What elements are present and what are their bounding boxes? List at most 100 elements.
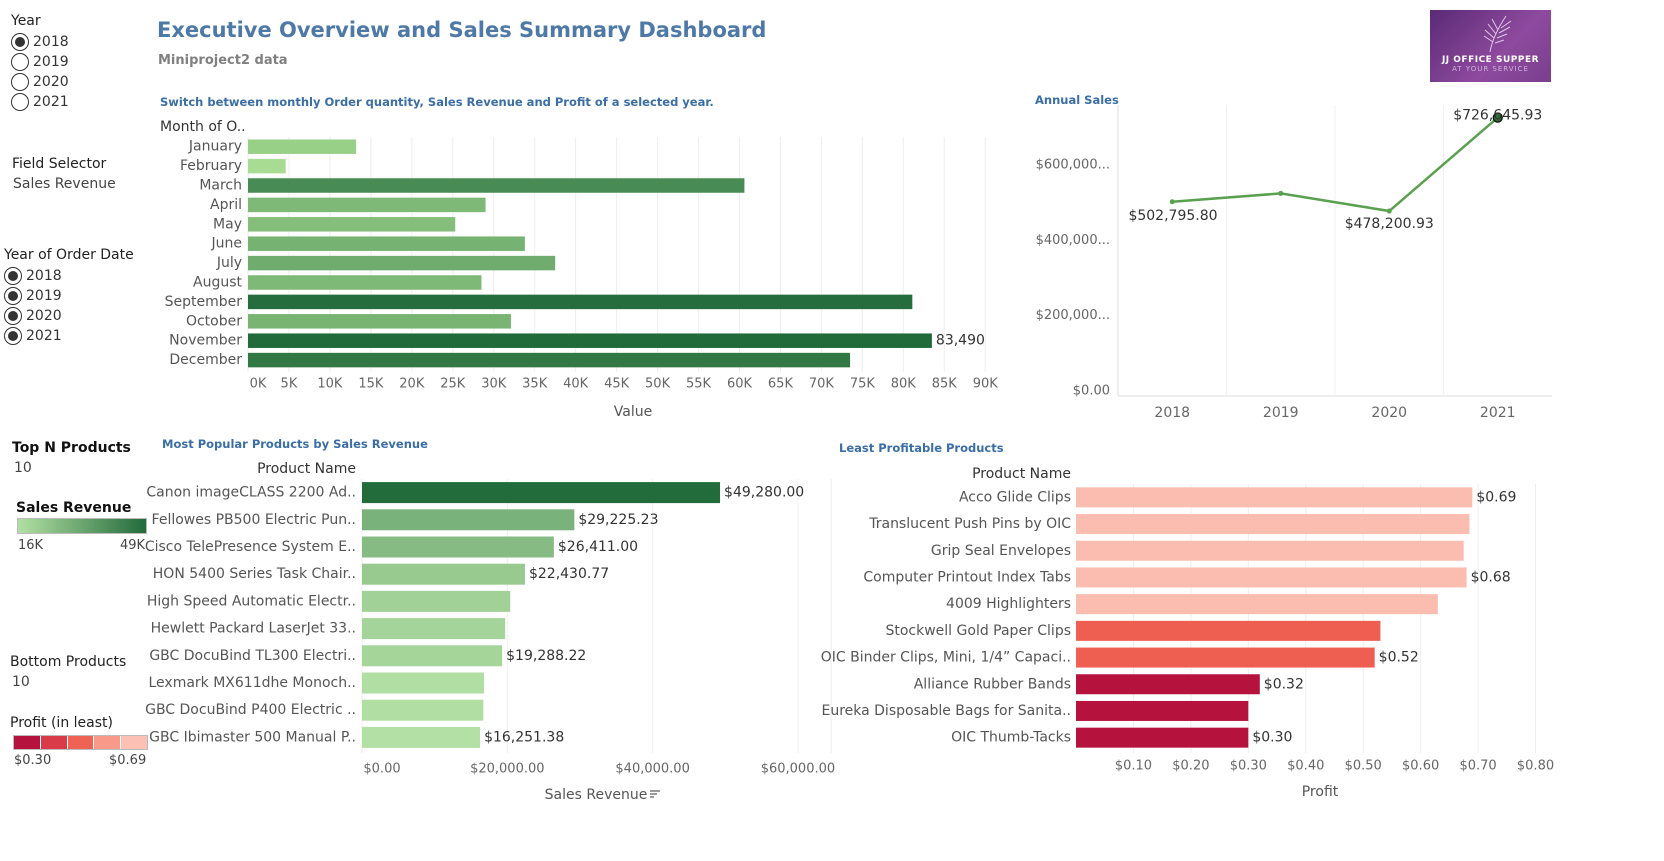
product-name-label: Eureka Disposable Bags for Sanita..: [821, 703, 1071, 719]
x-tick-label: 90K: [973, 376, 999, 391]
bar-data-label: $19,288.22: [506, 648, 586, 664]
x-tick-label: $0.80: [1517, 759, 1554, 774]
data-point[interactable]: [1278, 190, 1284, 196]
month-label: April: [210, 197, 242, 213]
bar-data-label: $0.69: [1476, 489, 1516, 505]
y-tick-label: $200,000...: [1036, 308, 1110, 323]
annual-sales-line: [1172, 116, 1499, 213]
top-n-title: Top N Products: [12, 440, 131, 456]
top-n-value[interactable]: 10: [14, 460, 32, 476]
year-radio-2021[interactable]: 2021: [11, 92, 69, 112]
month-bar[interactable]: [248, 255, 556, 271]
popular-chart-title: Most Popular Products by Sales Revenue: [162, 437, 428, 451]
product-revenue-bar[interactable]: [362, 726, 481, 748]
radio-selected-icon: [4, 287, 22, 305]
x-tick-label: 75K: [850, 376, 876, 391]
profit-swatch: [40, 736, 68, 749]
x-tick-label: 20K: [399, 376, 425, 391]
product-revenue-bar[interactable]: [362, 618, 506, 640]
x-tick-label: 2020: [1371, 405, 1407, 421]
product-profit-bar[interactable]: [1076, 594, 1438, 615]
month-label: June: [211, 236, 243, 252]
radio-label: 2021: [26, 328, 62, 344]
field-selector-title: Field Selector: [12, 156, 107, 172]
month-label: December: [169, 352, 242, 368]
bar-data-label: $49,280.00: [724, 485, 804, 501]
product-revenue-bar[interactable]: [362, 590, 511, 612]
product-revenue-bar[interactable]: [362, 482, 721, 504]
x-tick-label: 80K: [891, 376, 917, 391]
data-point[interactable]: [1386, 208, 1392, 214]
product-revenue-bar[interactable]: [362, 563, 525, 585]
y-tick-label: $400,000...: [1036, 233, 1110, 248]
month-bar[interactable]: [248, 158, 286, 174]
profit-swatch: [14, 736, 41, 749]
product-profit-bar[interactable]: [1076, 674, 1260, 695]
point-data-label: $478,200.93: [1345, 216, 1434, 232]
x-tick-label: $0.00: [363, 762, 400, 777]
product-revenue-bar[interactable]: [362, 536, 554, 558]
month-bar[interactable]: [248, 197, 486, 213]
product-name-label: Translucent Push Pins by OIC: [868, 516, 1071, 532]
product-revenue-bar[interactable]: [362, 672, 485, 694]
dashboard-subtitle: Miniproject2 data: [158, 53, 288, 68]
product-name-label: Acco Glide Clips: [959, 489, 1071, 505]
product-profit-bar[interactable]: [1076, 727, 1249, 748]
bottom-products-value[interactable]: 10: [12, 674, 30, 690]
order-year-2018[interactable]: 2018: [4, 266, 62, 286]
month-bar[interactable]: [248, 333, 932, 348]
data-point[interactable]: [1169, 199, 1175, 205]
x-tick-label: 30K: [481, 376, 507, 391]
data-point[interactable]: [1492, 112, 1503, 123]
x-tick-label: $60,000.00: [761, 762, 835, 777]
product-profit-bar[interactable]: [1076, 700, 1249, 721]
product-profit-bar[interactable]: [1076, 567, 1467, 588]
month-bar[interactable]: [248, 294, 913, 310]
order-year-2020[interactable]: 2020: [4, 306, 62, 326]
x-tick-label: 50K: [645, 376, 671, 391]
month-bar[interactable]: [248, 314, 511, 329]
product-profit-bar[interactable]: [1076, 487, 1473, 508]
x-tick-label: 0K: [250, 376, 267, 391]
product-profit-bar[interactable]: [1076, 620, 1381, 641]
radio-label: 2019: [26, 288, 62, 304]
product-name-label: GBC DocuBind TL300 Electri..: [149, 648, 356, 664]
order-year-2019[interactable]: 2019: [4, 286, 62, 306]
bar-data-label: $0.52: [1379, 650, 1419, 666]
radio-empty-icon: [11, 93, 29, 111]
year-radio-group: 2018 2019 2020 2021: [11, 32, 69, 112]
month-bar[interactable]: [248, 236, 525, 251]
x-tick-label: 2018: [1154, 405, 1190, 421]
sort-icon[interactable]: [650, 790, 660, 798]
sales-legend-max: 49K: [120, 538, 146, 553]
product-profit-bar[interactable]: [1076, 514, 1470, 535]
radio-label: 2020: [26, 308, 62, 324]
product-revenue-bar[interactable]: [362, 645, 503, 667]
bar-data-label: $16,251.38: [484, 729, 564, 745]
x-axis-title: Value: [614, 404, 652, 420]
product-revenue-bar[interactable]: [362, 699, 484, 721]
month-bar[interactable]: [248, 275, 482, 290]
field-selector-value[interactable]: Sales Revenue: [13, 176, 116, 192]
x-tick-label: $0.20: [1172, 759, 1209, 774]
product-name-label: Stockwell Gold Paper Clips: [885, 623, 1071, 639]
product-profit-bar[interactable]: [1076, 540, 1464, 561]
product-profit-bar[interactable]: [1076, 647, 1375, 668]
product-name-label: OIC Thumb-Tacks: [951, 730, 1071, 746]
x-tick-label: 55K: [686, 376, 712, 391]
month-bar[interactable]: [248, 352, 851, 368]
year-radio-2019[interactable]: 2019: [11, 52, 69, 72]
order-year-2021[interactable]: 2021: [4, 326, 62, 346]
month-label: March: [199, 178, 242, 194]
bar-data-label: $29,225.23: [578, 512, 658, 528]
radio-selected-icon: [4, 267, 22, 285]
product-revenue-bar[interactable]: [362, 509, 575, 531]
year-radio-2018[interactable]: 2018: [11, 32, 69, 52]
dashboard-title: Executive Overview and Sales Summary Das…: [157, 18, 767, 42]
month-bar[interactable]: [248, 178, 745, 193]
product-name-label: Computer Printout Index Tabs: [863, 569, 1071, 585]
year-radio-2020[interactable]: 2020: [11, 72, 69, 92]
month-bar[interactable]: [248, 217, 456, 232]
month-bar[interactable]: [248, 139, 357, 154]
product-name-label: Hewlett Packard LaserJet 33..: [151, 621, 356, 637]
